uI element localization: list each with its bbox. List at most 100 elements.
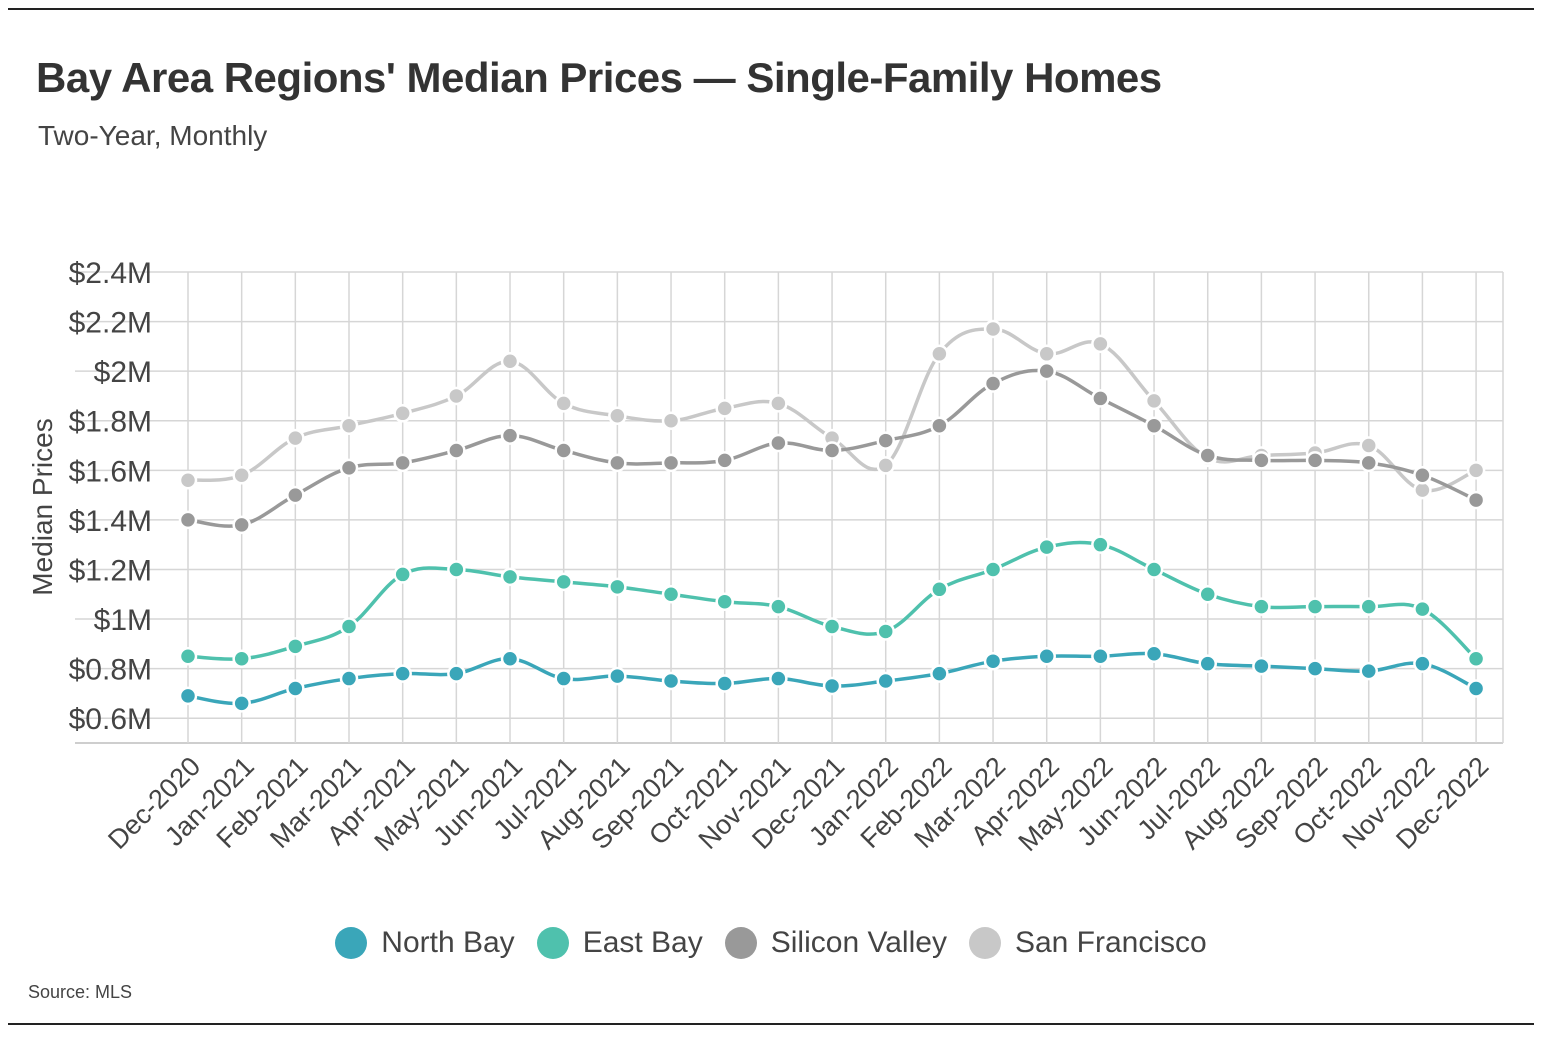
point-east-bay-feb-2022[interactable]	[930, 580, 949, 599]
point-east-bay-aug-2021[interactable]	[608, 577, 627, 597]
point-san-francisco-jul-2021[interactable]	[554, 394, 573, 413]
point-silicon-valley-may-2022[interactable]	[1091, 389, 1110, 408]
legend-item-silicon-valley[interactable]: Silicon Valley	[724, 926, 947, 960]
point-north-bay-oct-2022[interactable]	[1359, 661, 1378, 681]
point-north-bay-jan-2021[interactable]	[232, 694, 251, 713]
point-silicon-valley-sep-2022[interactable]	[1305, 451, 1325, 470]
point-san-francisco-oct-2022[interactable]	[1359, 436, 1378, 455]
point-san-francisco-oct-2021[interactable]	[715, 399, 734, 418]
point-silicon-valley-sep-2021[interactable]	[661, 453, 681, 473]
point-east-bay-oct-2021[interactable]	[715, 592, 734, 611]
point-north-bay-nov-2021[interactable]	[769, 669, 788, 688]
point-north-bay-nov-2022[interactable]	[1413, 654, 1432, 673]
point-silicon-valley-apr-2022[interactable]	[1037, 361, 1056, 381]
point-north-bay-may-2022[interactable]	[1091, 646, 1110, 666]
point-san-francisco-feb-2021[interactable]	[286, 428, 305, 448]
point-north-bay-sep-2021[interactable]	[661, 671, 681, 691]
point-silicon-valley-aug-2021[interactable]	[608, 453, 627, 473]
point-silicon-valley-aug-2022[interactable]	[1252, 451, 1271, 470]
point-silicon-valley-oct-2022[interactable]	[1359, 453, 1378, 473]
point-north-bay-mar-2021[interactable]	[339, 669, 359, 688]
point-silicon-valley-dec-2020[interactable]	[178, 510, 198, 530]
point-silicon-valley-jan-2021[interactable]	[232, 515, 251, 535]
point-silicon-valley-nov-2022[interactable]	[1413, 466, 1432, 485]
point-silicon-valley-jun-2021[interactable]	[500, 426, 520, 445]
legend-item-san-francisco[interactable]: San Francisco	[968, 926, 1207, 960]
point-east-bay-may-2022[interactable]	[1091, 535, 1110, 554]
point-east-bay-dec-2020[interactable]	[178, 646, 198, 666]
point-san-francisco-feb-2022[interactable]	[930, 344, 949, 364]
point-east-bay-jul-2021[interactable]	[554, 572, 573, 592]
point-silicon-valley-jul-2021[interactable]	[554, 441, 573, 460]
point-silicon-valley-apr-2021[interactable]	[393, 453, 412, 473]
point-east-bay-jan-2021[interactable]	[232, 649, 251, 668]
point-north-bay-jul-2021[interactable]	[554, 669, 573, 688]
point-east-bay-sep-2022[interactable]	[1305, 597, 1325, 616]
point-north-bay-dec-2020[interactable]	[178, 686, 198, 706]
point-silicon-valley-oct-2021[interactable]	[715, 451, 734, 470]
point-silicon-valley-jun-2022[interactable]	[1144, 416, 1164, 435]
point-silicon-valley-jan-2022[interactable]	[876, 431, 895, 450]
point-north-bay-jun-2021[interactable]	[500, 649, 520, 668]
point-north-bay-dec-2021[interactable]	[822, 676, 842, 696]
point-east-bay-apr-2021[interactable]	[393, 565, 412, 584]
point-north-bay-aug-2021[interactable]	[608, 666, 627, 686]
point-san-francisco-aug-2021[interactable]	[608, 406, 627, 426]
point-east-bay-sep-2021[interactable]	[661, 585, 681, 604]
legend-item-east-bay[interactable]: East Bay	[536, 926, 703, 960]
point-san-francisco-jan-2022[interactable]	[876, 456, 895, 475]
point-east-bay-may-2021[interactable]	[447, 560, 466, 579]
point-silicon-valley-feb-2021[interactable]	[286, 485, 305, 505]
point-san-francisco-apr-2022[interactable]	[1037, 344, 1056, 364]
point-silicon-valley-mar-2022[interactable]	[983, 374, 1003, 393]
point-north-bay-feb-2021[interactable]	[286, 679, 305, 698]
point-north-bay-jun-2022[interactable]	[1144, 644, 1164, 664]
point-san-francisco-apr-2021[interactable]	[393, 404, 412, 423]
point-east-bay-mar-2021[interactable]	[339, 617, 359, 636]
point-east-bay-oct-2022[interactable]	[1359, 597, 1378, 616]
point-north-bay-aug-2022[interactable]	[1252, 656, 1271, 676]
point-san-francisco-nov-2021[interactable]	[769, 394, 788, 413]
point-north-bay-oct-2021[interactable]	[715, 674, 734, 693]
point-silicon-valley-dec-2022[interactable]	[1466, 490, 1486, 510]
point-east-bay-nov-2022[interactable]	[1413, 599, 1432, 619]
point-san-francisco-dec-2020[interactable]	[178, 470, 198, 490]
point-san-francisco-mar-2021[interactable]	[339, 416, 359, 435]
point-east-bay-jun-2022[interactable]	[1144, 560, 1164, 579]
point-san-francisco-nov-2022[interactable]	[1413, 480, 1432, 500]
point-north-bay-feb-2022[interactable]	[930, 664, 949, 683]
point-north-bay-mar-2022[interactable]	[983, 651, 1003, 671]
point-north-bay-apr-2022[interactable]	[1037, 646, 1056, 666]
point-east-bay-mar-2022[interactable]	[983, 560, 1003, 579]
point-san-francisco-may-2022[interactable]	[1091, 334, 1110, 354]
point-north-bay-apr-2021[interactable]	[393, 664, 412, 683]
point-east-bay-aug-2022[interactable]	[1252, 597, 1271, 616]
point-silicon-valley-mar-2021[interactable]	[339, 458, 359, 478]
point-san-francisco-dec-2022[interactable]	[1466, 461, 1486, 480]
point-east-bay-jun-2021[interactable]	[500, 567, 520, 587]
point-san-francisco-jan-2021[interactable]	[232, 466, 251, 485]
point-north-bay-sep-2022[interactable]	[1305, 659, 1325, 678]
point-east-bay-dec-2021[interactable]	[822, 617, 842, 636]
point-east-bay-jul-2022[interactable]	[1198, 585, 1217, 604]
point-north-bay-may-2021[interactable]	[447, 664, 466, 683]
point-silicon-valley-feb-2022[interactable]	[930, 416, 949, 435]
point-east-bay-nov-2021[interactable]	[769, 597, 788, 616]
point-san-francisco-jun-2022[interactable]	[1144, 391, 1164, 411]
point-san-francisco-jun-2021[interactable]	[500, 351, 520, 371]
point-silicon-valley-nov-2021[interactable]	[769, 433, 788, 453]
point-north-bay-jul-2022[interactable]	[1198, 654, 1217, 673]
point-silicon-valley-jul-2022[interactable]	[1198, 446, 1217, 465]
legend-item-north-bay[interactable]: North Bay	[335, 926, 515, 960]
point-san-francisco-may-2021[interactable]	[447, 386, 466, 406]
point-san-francisco-sep-2021[interactable]	[661, 411, 681, 430]
point-east-bay-apr-2022[interactable]	[1037, 537, 1056, 557]
point-east-bay-jan-2022[interactable]	[876, 622, 895, 641]
point-silicon-valley-may-2021[interactable]	[447, 441, 466, 460]
point-san-francisco-mar-2022[interactable]	[983, 319, 1003, 339]
point-north-bay-jan-2022[interactable]	[876, 671, 895, 691]
point-east-bay-dec-2022[interactable]	[1466, 649, 1486, 668]
point-north-bay-dec-2022[interactable]	[1466, 679, 1486, 698]
point-silicon-valley-dec-2021[interactable]	[822, 441, 842, 460]
point-east-bay-feb-2021[interactable]	[286, 637, 305, 656]
